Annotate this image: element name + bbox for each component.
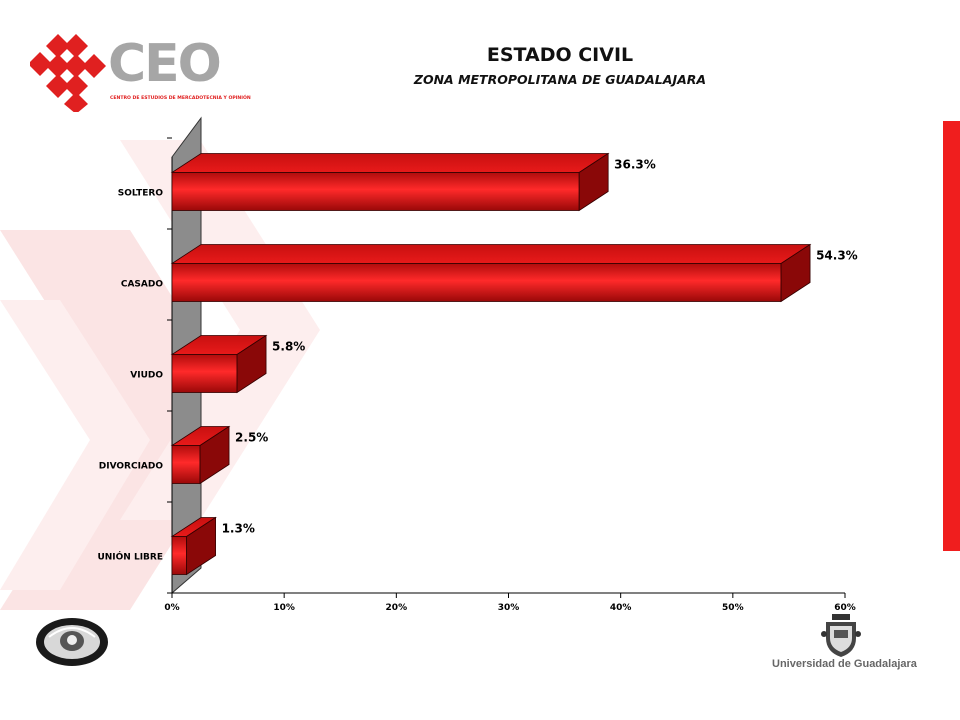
page-subtitle: ZONA METROPOLITANA DE GUADALAJARA <box>413 72 707 87</box>
category-label: CASADO <box>121 280 163 290</box>
data-label: 1.3% <box>222 522 255 536</box>
x-tick-label: 10% <box>273 603 295 613</box>
bar-top-face <box>170 153 610 173</box>
x-tick-label: 50% <box>722 603 744 613</box>
data-label: 2.5% <box>235 431 268 445</box>
page-title: ESTADO CIVIL <box>486 44 634 66</box>
ceo-logo: CEO CENTRO DE ESTUDIOS DE MERCADOTECNIA … <box>28 32 251 114</box>
x-tick-label: 60% <box>834 603 856 613</box>
bar <box>171 263 782 302</box>
ceo-logo-mark <box>28 34 106 114</box>
bar <box>171 445 201 484</box>
data-label: 36.3% <box>614 158 656 172</box>
category-label: VIUDO <box>130 371 163 381</box>
x-tick-label: 30% <box>498 603 520 613</box>
bar-end-face <box>199 425 230 485</box>
bar-end-face <box>186 516 216 576</box>
bar-end-face <box>236 334 267 394</box>
udg-shield-icon <box>821 614 861 657</box>
x-tick-label: 0% <box>164 603 179 613</box>
seal-icon <box>36 618 108 666</box>
data-label: 5.8% <box>272 340 305 354</box>
bar-top-face <box>170 244 812 264</box>
accent-strip <box>943 121 960 551</box>
bar <box>171 354 238 393</box>
category-label: UNIÓN LIBRE <box>97 551 163 563</box>
bar <box>171 172 580 211</box>
bar <box>171 536 187 575</box>
category-label: DIVORCIADO <box>99 462 164 472</box>
x-tick-label: 40% <box>610 603 632 613</box>
data-label: 54.3% <box>816 249 858 263</box>
x-tick-label: 20% <box>386 603 408 613</box>
category-label: SOLTERO <box>118 189 164 199</box>
bar-end-face <box>578 152 609 212</box>
bar-end-face <box>780 243 811 303</box>
university-name: Universidad de Guadalajara <box>772 658 917 670</box>
ceo-logo-tagline: CENTRO DE ESTUDIOS DE MERCADOTECNIA Y OP… <box>110 96 251 101</box>
ceo-logo-word: CEO <box>108 34 222 94</box>
